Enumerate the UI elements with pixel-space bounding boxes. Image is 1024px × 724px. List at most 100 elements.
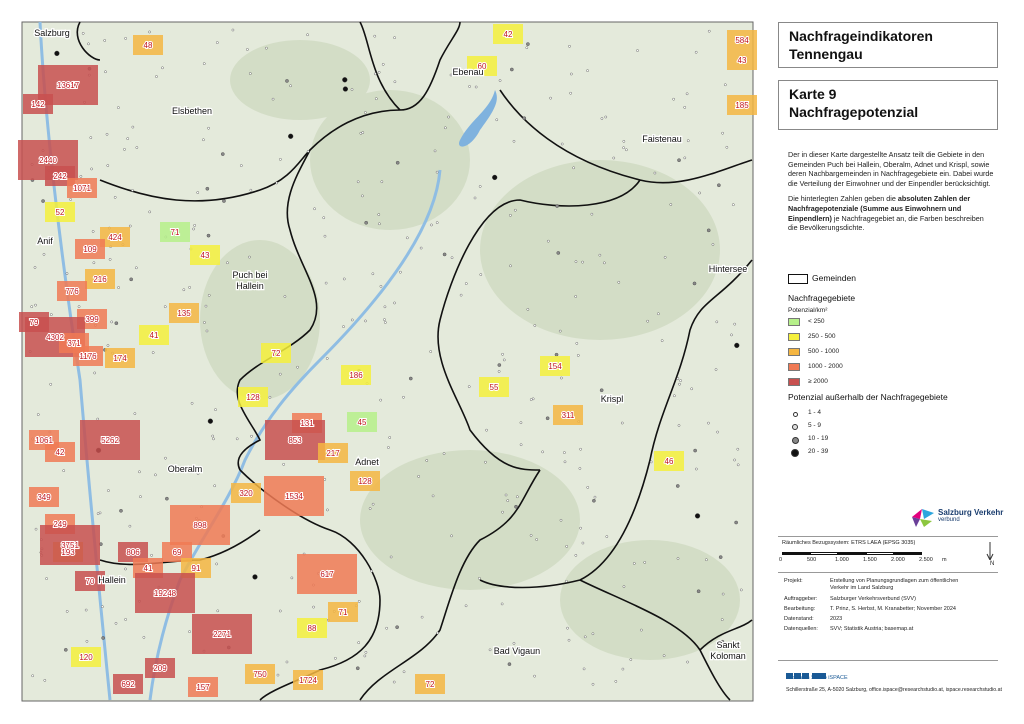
dot xyxy=(33,266,37,269)
legend-label: 10 - 19 xyxy=(808,435,829,442)
dot xyxy=(512,642,516,645)
dot xyxy=(84,608,88,612)
legend-swatch xyxy=(788,363,800,371)
dot xyxy=(248,255,251,259)
dot xyxy=(420,615,424,619)
area xyxy=(170,505,230,545)
info-key: Auftraggeber: xyxy=(784,596,818,602)
area-label: 776 xyxy=(65,287,79,296)
dot xyxy=(501,352,504,356)
dot xyxy=(131,125,135,129)
scale-label: 2.500 xyxy=(919,557,933,563)
area-label: 43 xyxy=(201,251,210,260)
area xyxy=(238,387,268,407)
dot xyxy=(705,558,708,562)
dot xyxy=(364,111,367,114)
dot xyxy=(207,294,211,297)
dot xyxy=(603,261,606,265)
legend-swatch xyxy=(788,348,800,356)
dot xyxy=(636,49,639,52)
dot xyxy=(371,272,375,276)
dot xyxy=(384,321,387,324)
area-label: 43 xyxy=(738,56,747,65)
area xyxy=(40,525,100,565)
dot xyxy=(107,489,110,492)
dot xyxy=(570,72,573,76)
dot xyxy=(498,79,502,82)
dot xyxy=(214,408,217,411)
info-key: Bearbeitung: xyxy=(784,606,816,612)
paragraph: Die hinterlegten Zahlen geben die absolu… xyxy=(788,194,994,232)
dot xyxy=(512,139,516,143)
area-label: 584 xyxy=(735,36,749,45)
dot xyxy=(268,395,272,399)
area xyxy=(113,674,143,694)
dot xyxy=(529,534,533,537)
area-label: 209 xyxy=(153,664,167,673)
dot xyxy=(138,470,141,474)
area xyxy=(162,542,192,562)
area-label: 69 xyxy=(173,548,182,557)
area-label: 91 xyxy=(192,564,201,573)
dot xyxy=(113,196,117,199)
dot xyxy=(629,658,633,661)
dot xyxy=(34,303,37,307)
scale-segment xyxy=(810,552,838,555)
dot xyxy=(718,555,723,559)
dot xyxy=(694,513,701,519)
dot xyxy=(323,234,327,238)
area-label: 898 xyxy=(193,521,207,530)
scale-segment xyxy=(838,552,866,555)
dot xyxy=(285,79,289,83)
dot xyxy=(278,609,282,613)
area-label: 142 xyxy=(31,100,45,109)
area xyxy=(105,348,135,368)
dot xyxy=(402,395,405,399)
area-label: 186 xyxy=(349,371,363,380)
dot xyxy=(607,398,611,402)
dot xyxy=(139,495,142,498)
dot xyxy=(119,509,123,513)
dot xyxy=(290,576,294,580)
place-label: Anif xyxy=(37,236,53,246)
dot xyxy=(569,91,572,95)
dot xyxy=(622,140,626,143)
area-label: 692 xyxy=(121,680,135,689)
reference-system: Räumliches Bezugssystem: ETRS LAEA (EPSG… xyxy=(782,540,916,546)
dot xyxy=(620,421,624,425)
dot xyxy=(686,660,689,664)
dot xyxy=(117,286,120,289)
dot xyxy=(190,401,194,405)
area-label: 70 xyxy=(86,577,95,586)
dot xyxy=(148,210,151,214)
dot xyxy=(379,285,383,288)
dot xyxy=(733,458,736,462)
footer-address: Schillerstraße 25, A-5020 Salzburg, offi… xyxy=(786,687,1002,693)
dot xyxy=(559,518,563,522)
dot xyxy=(733,322,737,326)
dot xyxy=(279,158,282,161)
dot xyxy=(657,312,660,316)
dot xyxy=(361,131,365,134)
area-label: 424 xyxy=(108,233,122,242)
dot xyxy=(161,66,164,70)
north-arrow xyxy=(986,542,994,560)
area-label: 349 xyxy=(37,493,51,502)
dot xyxy=(205,186,210,191)
dot xyxy=(196,191,200,194)
dot xyxy=(371,502,375,506)
dot xyxy=(249,188,253,192)
dot xyxy=(342,86,349,92)
dot xyxy=(357,600,361,603)
area-label: 1534 xyxy=(285,492,303,501)
dot xyxy=(103,39,107,42)
area xyxy=(75,571,105,591)
dot xyxy=(383,305,387,309)
paragraph: Der in dieser Karte dargestellte Ansatz … xyxy=(788,150,994,188)
dot xyxy=(725,145,729,149)
dot xyxy=(246,48,249,51)
area xyxy=(297,618,327,638)
dot xyxy=(488,648,492,652)
place-label: Hallein xyxy=(236,281,264,291)
dot xyxy=(500,602,504,606)
